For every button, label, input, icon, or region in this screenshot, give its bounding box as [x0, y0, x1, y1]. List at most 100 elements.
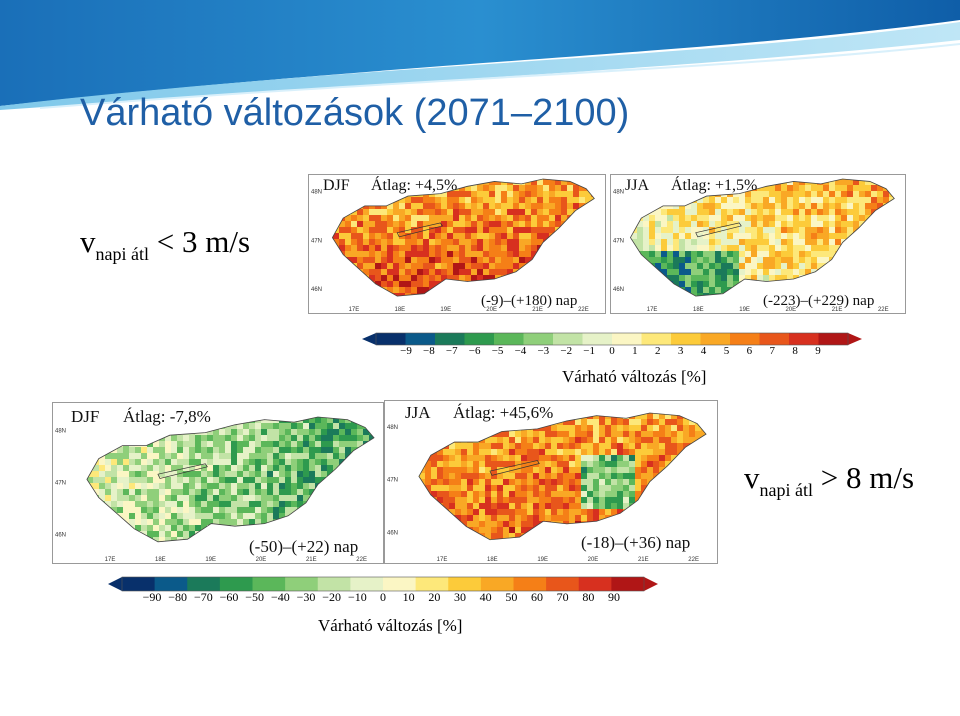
svg-text:19E: 19E [739, 307, 750, 313]
map-top-djf: 48N 47N 46N 17E 18E 19E 20E 21E 22E DJF Átlag: +… [308, 174, 606, 314]
svg-text:48N: 48N [55, 429, 66, 435]
colorbar-tick-label: −30 [296, 590, 316, 604]
colorbar-tick-label: −2 [560, 345, 573, 357]
svg-text:18E: 18E [155, 557, 166, 563]
svg-text:21E: 21E [306, 557, 317, 563]
colorbar-tick-label: −8 [423, 345, 435, 357]
colorbar-tick-label: 0 [380, 590, 386, 604]
map-bottom-jja: 48N 47N 46N 17E 18E 19E 20E 21E 22E JJA Átlag: +… [384, 400, 718, 564]
season-label: DJF [323, 177, 350, 194]
range-label: (-50)–(+22) nap [249, 537, 359, 556]
season-label: JJA [405, 403, 431, 422]
svg-text:22E: 22E [578, 307, 589, 313]
colorbar-tick-label: −1 [583, 345, 595, 357]
colorbar-tick-label: 3 [677, 345, 684, 357]
svg-text:22E: 22E [688, 557, 699, 563]
svg-text:21E: 21E [532, 307, 543, 313]
colorbar-tick-label: −40 [270, 590, 290, 604]
colorbar-tick-label: −9 [400, 345, 412, 357]
svg-text:18E: 18E [395, 307, 406, 313]
svg-text:19E: 19E [440, 307, 451, 313]
svg-text:46N: 46N [613, 287, 624, 293]
svg-text:17E: 17E [647, 307, 658, 313]
colorbar-tick-label: 60 [531, 590, 543, 604]
colorbar-tick-label: 4 [700, 345, 707, 357]
colorbar-top-caption: Várható változás [%] [562, 367, 707, 386]
svg-text:22E: 22E [878, 307, 889, 313]
colorbar-tick-label: −5 [491, 345, 504, 357]
colorbar-tick-label: 8 [792, 345, 798, 357]
map-top-jja: 48N 47N 46N 17E 18E 19E 20E 21E 22E JJA Átlag: +… [610, 174, 906, 314]
colorbar-bottom-ticks: −90 −80 −70 −60 −50 −40 −30 −20 −10 0 10 20 30 40 50 60… [108, 590, 658, 604]
svg-text:18E: 18E [487, 557, 498, 563]
condition-low-label: vnapi átl < 3 m/s [80, 224, 251, 264]
colorbar-tick-label: 7 [769, 345, 775, 357]
svg-text:22E: 22E [356, 557, 367, 563]
range-label: (-223)–(+229) nap [763, 293, 875, 309]
slide-title: Várható változások (2071–2100) [80, 92, 630, 134]
svg-text:21E: 21E [832, 307, 843, 313]
colorbar-tick-label: −60 [219, 590, 239, 604]
colorbar-tick-label: −20 [322, 590, 342, 604]
range-label: (-18)–(+36) nap [581, 533, 691, 552]
colorbar-top [362, 332, 862, 346]
colorbar-bottom-caption: Várható változás [%] [318, 616, 463, 635]
svg-text:46N: 46N [311, 287, 322, 293]
map-bottom-djf: 48N 47N 46N 17E 18E 19E 20E 21E 22E DJF Átlag: -… [52, 402, 384, 564]
colorbar-top-ticks: −9 −8 −7 −6 −5 −4 −3 −2 −1 0 1 2 3 4 5 6 7 8 9 [362, 345, 862, 359]
svg-text:21E: 21E [638, 557, 649, 563]
svg-text:47N: 47N [387, 478, 398, 484]
colorbar-tick-label: 5 [723, 345, 730, 357]
colorbar-tick-label: 10 [402, 590, 415, 604]
season-label: DJF [71, 407, 100, 426]
svg-text:47N: 47N [613, 238, 624, 244]
colorbar-tick-label: −90 [142, 590, 162, 604]
svg-text:47N: 47N [311, 238, 322, 244]
svg-text:48N: 48N [387, 425, 398, 431]
colorbar-tick-label: −7 [445, 345, 458, 357]
colorbar-tick-label: 80 [582, 590, 595, 604]
colorbar-tick-label: −10 [347, 590, 367, 604]
svg-text:46N: 46N [387, 530, 398, 536]
header-swoosh [0, 0, 960, 110]
colorbar-bottom [108, 576, 658, 592]
average-label: Átlag: +1,5% [671, 177, 758, 194]
colorbar-tick-label: 6 [746, 345, 753, 357]
colorbar-tick-label: 70 [556, 590, 569, 604]
svg-text:19E: 19E [537, 557, 548, 563]
colorbar-tick-label: −70 [193, 590, 213, 604]
condition-high-label: vnapi átl > 8 m/s [744, 460, 915, 500]
colorbar-tick-label: −3 [537, 345, 550, 357]
colorbar-tick-label: −6 [468, 345, 481, 357]
average-label: Átlag: -7,8% [123, 407, 211, 426]
range-label: (-9)–(+180) nap [481, 293, 578, 309]
colorbar-tick-label: −80 [168, 590, 188, 604]
colorbar-tick-label: 20 [428, 590, 441, 604]
colorbar-tick-label: −4 [514, 345, 527, 357]
svg-text:47N: 47N [55, 481, 66, 487]
svg-text:17E: 17E [437, 557, 448, 563]
colorbar-tick-label: 90 [608, 590, 620, 604]
colorbar-tick-label: 30 [454, 590, 466, 604]
svg-text:48N: 48N [311, 190, 322, 196]
season-label: JJA [625, 177, 650, 194]
svg-text:46N: 46N [55, 533, 66, 539]
svg-text:17E: 17E [349, 307, 360, 313]
colorbar-tick-label: 40 [479, 590, 492, 604]
svg-text:20E: 20E [785, 307, 796, 313]
colorbar-tick-label: 1 [632, 345, 638, 357]
colorbar-tick-label: 0 [609, 345, 615, 357]
colorbar-tick-label: 2 [655, 345, 661, 357]
average-label: Átlag: +45,6% [453, 403, 554, 422]
colorbar-tick-label: −50 [245, 590, 265, 604]
average-label: Átlag: +4,5% [371, 177, 458, 194]
svg-text:20E: 20E [588, 557, 599, 563]
svg-text:17E: 17E [105, 557, 116, 563]
svg-text:18E: 18E [693, 307, 704, 313]
svg-text:48N: 48N [613, 190, 624, 196]
colorbar-tick-label: 9 [815, 345, 821, 357]
svg-text:20E: 20E [486, 307, 497, 313]
svg-text:20E: 20E [256, 557, 267, 563]
svg-text:19E: 19E [205, 557, 216, 563]
colorbar-tick-label: 50 [505, 590, 518, 604]
